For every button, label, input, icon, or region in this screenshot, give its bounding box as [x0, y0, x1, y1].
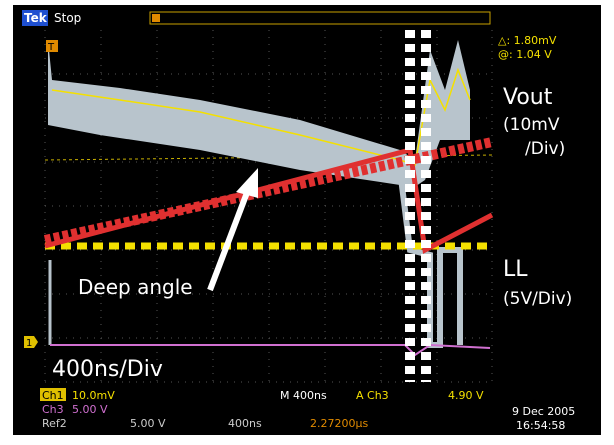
- trigger-level: 4.90 V: [448, 389, 484, 402]
- channel-marker-label: 1: [26, 338, 32, 349]
- cursor-delta: △: 1.80mV: [498, 34, 557, 47]
- horizontal-scale: M 400ns: [280, 389, 327, 402]
- ch1: Ch1: [42, 389, 64, 402]
- ch3: Ch3: [42, 403, 64, 416]
- vout-scale: /Div): [525, 139, 565, 159]
- brand: Tek: [24, 11, 48, 25]
- record-window: [152, 14, 160, 22]
- scope-screenshot: Tek Stop T 1 △: 1.80mV @: 1.04 V Vout (1…: [0, 0, 614, 445]
- ref2: Ref2: [42, 417, 67, 430]
- ref2-position: 2.27200µs: [310, 417, 368, 430]
- status: Stop: [54, 11, 81, 25]
- vout-label: Vout: [503, 85, 553, 110]
- timebase-label: 400ns/Div: [52, 357, 163, 382]
- ch1-scale: 10.0mV: [72, 389, 115, 402]
- ll-label: LL: [503, 257, 528, 282]
- cursor-at: @: 1.04 V: [498, 48, 552, 61]
- ch3-scale: 5.00 V: [72, 403, 108, 416]
- vout-scale: (10mV: [503, 115, 560, 135]
- angle-label: Deep angle: [78, 275, 193, 299]
- page: Tek Stop T 1 △: 1.80mV @: 1.04 V Vout (1…: [0, 0, 614, 445]
- date: 9 Dec 2005: [512, 405, 575, 418]
- ref2-scale: 5.00 V: [130, 417, 166, 430]
- ll-scale: (5V/Div): [503, 289, 572, 309]
- ref2-time: 400ns: [228, 417, 262, 430]
- trigger-source: A Ch3: [356, 389, 389, 402]
- trigger-marker-label: T: [47, 42, 55, 53]
- time: 16:54:58: [516, 419, 565, 432]
